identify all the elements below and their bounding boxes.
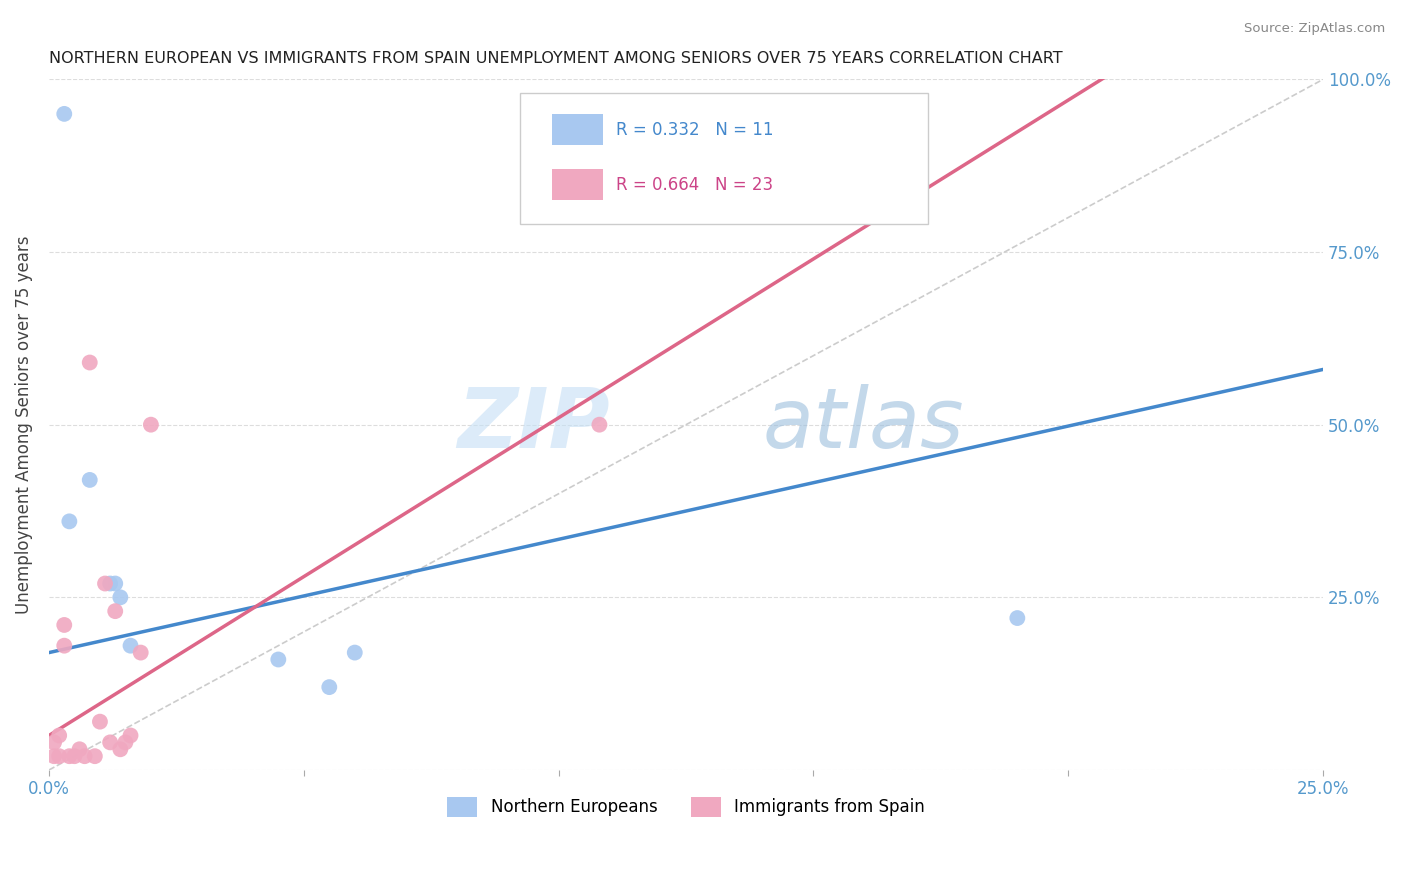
Text: Source: ZipAtlas.com: Source: ZipAtlas.com [1244,22,1385,36]
Text: ZIP: ZIP [457,384,610,465]
Point [53,107,76,121]
Point [120,639,142,653]
Point [98,735,121,749]
Point [42,735,65,749]
Point [318,680,340,694]
Point [58,514,80,528]
Point [83,749,105,764]
Point [73,749,96,764]
Point [343,646,366,660]
Text: atlas: atlas [762,384,965,465]
Point [588,417,610,432]
Point [89,714,111,729]
Point [129,646,152,660]
Point [104,576,127,591]
Text: NORTHERN EUROPEAN VS IMMIGRANTS FROM SPAIN UNEMPLOYMENT AMONG SENIORS OVER 75 YE: NORTHERN EUROPEAN VS IMMIGRANTS FROM SPA… [49,51,1063,66]
Point [114,735,136,749]
Point [267,652,290,666]
Point [120,729,142,743]
Point [58,749,80,764]
Y-axis label: Unemployment Among Seniors over 75 years: Unemployment Among Seniors over 75 years [15,235,32,614]
Point [98,576,121,591]
Point [104,604,127,618]
Point [63,749,86,764]
Point [53,639,76,653]
Point [69,742,91,756]
Point [79,473,101,487]
Bar [553,114,603,145]
Point [42,749,65,764]
Point [48,729,70,743]
Point [110,742,132,756]
Point [725,148,748,162]
Point [110,591,132,605]
Text: R = 0.332   N = 11: R = 0.332 N = 11 [616,120,773,139]
Point [53,618,76,632]
Point [48,749,70,764]
Point [79,355,101,369]
FancyBboxPatch shape [520,93,928,225]
Point [139,417,162,432]
Point [94,576,117,591]
Point [1007,611,1029,625]
Bar [553,169,603,200]
Text: R = 0.664   N = 23: R = 0.664 N = 23 [616,176,773,194]
Legend: Northern Europeans, Immigrants from Spain: Northern Europeans, Immigrants from Spai… [440,790,931,824]
